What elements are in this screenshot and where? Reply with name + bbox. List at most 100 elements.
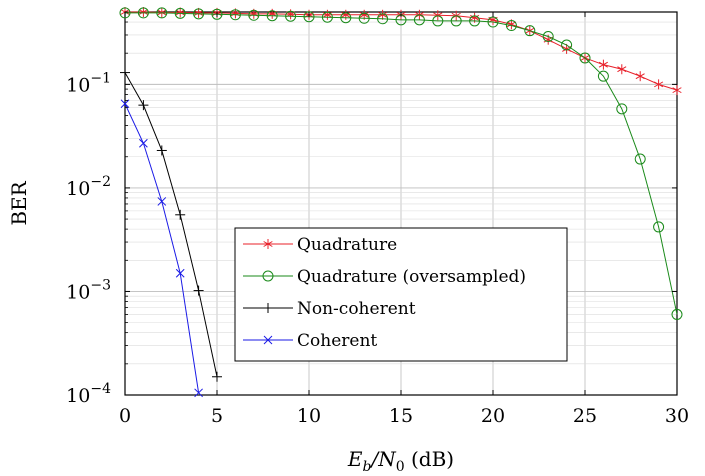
- data-point: [120, 67, 130, 78]
- y-tick-exponent: −2: [90, 174, 111, 190]
- data-point: [616, 103, 628, 115]
- data-point: [156, 145, 167, 156]
- x-tick-label: 20: [481, 405, 505, 427]
- data-point: [194, 388, 203, 398]
- data-point: [635, 71, 645, 82]
- data-point: [654, 79, 664, 90]
- marker-stroke: [194, 388, 203, 398]
- y-tick-base: 10: [66, 178, 90, 200]
- data-point: [138, 7, 148, 17]
- data-point: [653, 221, 665, 233]
- marker-stroke: [470, 14, 480, 21]
- marker-stroke: [120, 99, 130, 109]
- legend: Quadrature Quadrature (oversampled) Non-co…: [234, 227, 568, 362]
- data-point: [175, 268, 185, 278]
- data-point: [174, 7, 186, 19]
- legend-entry: Non-coherent: [243, 299, 416, 319]
- data-point: [672, 85, 682, 96]
- y-tick-label: 10−3: [66, 277, 111, 303]
- legend-label: Coherent: [297, 331, 377, 351]
- y-axis-title: BER: [7, 180, 31, 225]
- data-point: [156, 7, 168, 19]
- legend-marker: [263, 335, 273, 345]
- x-tick-label: 30: [665, 405, 689, 427]
- marker-stroke: [617, 66, 627, 73]
- marker-stroke: [175, 9, 185, 16]
- y-tick-label: 10−1: [66, 70, 111, 96]
- legend-label: Quadrature: [297, 235, 397, 255]
- legend-label: Quadrature (oversampled): [297, 267, 526, 287]
- y-tick-base: 10: [66, 385, 90, 407]
- legend-entry: Quadrature (oversampled): [243, 267, 526, 287]
- data-point: [193, 8, 205, 20]
- marker-stroke: [543, 36, 553, 43]
- data-point: [248, 9, 260, 21]
- x-tick-label: 25: [573, 405, 597, 427]
- data-point: [139, 138, 148, 148]
- data-point: [597, 70, 609, 82]
- legend-box: [234, 227, 568, 362]
- x-axis-title-e: E: [347, 447, 363, 471]
- data-point: [561, 39, 573, 51]
- marker-stroke: [359, 11, 369, 18]
- marker-stroke: [654, 81, 664, 88]
- data-point: [119, 7, 131, 19]
- y-tick-exponent: −4: [90, 381, 111, 397]
- marker-stroke: [378, 11, 388, 18]
- data-point: [634, 153, 646, 165]
- y-tick-exponent: −1: [90, 70, 111, 86]
- data-point: [157, 197, 167, 206]
- legend-marker: [263, 303, 273, 313]
- data-point: [378, 9, 388, 20]
- legend-label: Non-coherent: [297, 299, 416, 319]
- legend-marker: [262, 270, 274, 282]
- y-tick-base: 10: [66, 74, 90, 96]
- legend-entry: Quadrature: [243, 235, 397, 255]
- data-point: [617, 64, 627, 75]
- data-point: [450, 15, 462, 27]
- marker-stroke: [635, 73, 645, 80]
- data-point: [193, 285, 204, 296]
- data-point: [138, 100, 149, 111]
- data-point: [229, 9, 241, 21]
- data-point: [432, 15, 444, 27]
- data-point: [175, 209, 186, 220]
- data-point: [524, 25, 536, 37]
- marker-stroke: [598, 61, 608, 68]
- x-axis-title-sub-0: 0: [396, 459, 405, 475]
- x-tick-label: 10: [297, 405, 321, 427]
- x-axis-title-n: /N: [369, 447, 397, 471]
- data-point: [487, 16, 499, 28]
- data-point: [413, 14, 425, 26]
- x-axis-title-unit: (dB): [405, 447, 454, 471]
- series-line: [124, 72, 218, 377]
- data-point: [212, 371, 222, 382]
- marker-stroke: [194, 9, 204, 16]
- data-point: [303, 11, 315, 23]
- marker-stroke: [157, 197, 167, 206]
- series-non-coherent: [120, 67, 222, 382]
- data-point: [266, 10, 278, 22]
- marker-stroke: [263, 335, 273, 345]
- marker-stroke: [175, 268, 185, 278]
- x-tick-label: 5: [211, 405, 223, 427]
- x-tick-label: 15: [389, 405, 413, 427]
- data-point: [120, 99, 130, 109]
- y-tick-label: 10−4: [66, 381, 111, 407]
- data-point: [505, 20, 517, 32]
- x-axis-title: Eb/N0 (dB): [347, 447, 454, 475]
- marker-stroke: [263, 241, 273, 247]
- data-point: [194, 7, 204, 18]
- data-point: [671, 308, 683, 320]
- data-point: [340, 12, 352, 24]
- legend-entry: Coherent: [243, 331, 377, 351]
- data-point: [377, 13, 389, 25]
- marker-stroke: [138, 9, 148, 15]
- data-point: [598, 59, 608, 70]
- data-point: [358, 12, 370, 24]
- data-point: [285, 10, 297, 22]
- legend-marker: [263, 239, 273, 249]
- data-point: [211, 8, 223, 20]
